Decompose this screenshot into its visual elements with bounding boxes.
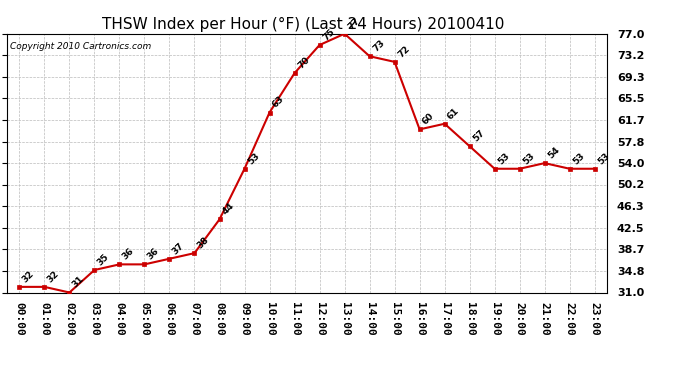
Text: 38: 38 [196,235,211,250]
Text: 54: 54 [546,145,562,160]
Text: 57: 57 [471,128,486,144]
Text: 31: 31 [71,274,86,290]
Text: 75: 75 [321,27,336,42]
Text: 35: 35 [96,252,111,267]
Text: 63: 63 [271,94,286,110]
Text: Copyright 2010 Cartronics.com: Copyright 2010 Cartronics.com [10,42,151,51]
Text: 70: 70 [296,55,311,70]
Text: 36: 36 [146,246,161,262]
Text: 53: 53 [496,151,511,166]
Text: 77: 77 [346,16,362,31]
Text: 53: 53 [571,151,586,166]
Text: THSW Index per Hour (°F) (Last 24 Hours) 20100410: THSW Index per Hour (°F) (Last 24 Hours)… [102,17,505,32]
Text: 44: 44 [221,201,236,217]
Text: 36: 36 [121,246,136,262]
Text: 60: 60 [421,111,436,127]
Text: 73: 73 [371,38,386,54]
Text: 53: 53 [521,151,536,166]
Text: 37: 37 [171,241,186,256]
Text: 53: 53 [246,151,261,166]
Text: 32: 32 [21,269,36,284]
Text: 61: 61 [446,106,461,121]
Text: 53: 53 [596,151,611,166]
Text: 72: 72 [396,44,411,59]
Text: 32: 32 [46,269,61,284]
